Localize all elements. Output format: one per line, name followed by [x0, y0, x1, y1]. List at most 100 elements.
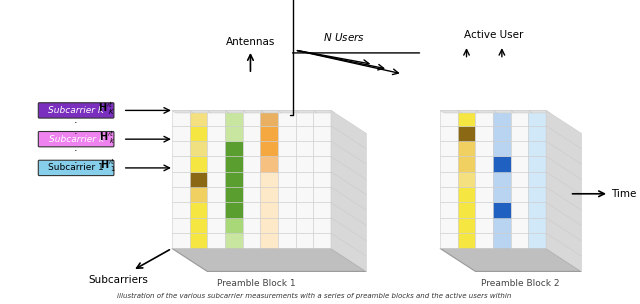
- Bar: [207, 202, 225, 218]
- Bar: [314, 187, 331, 202]
- Bar: [493, 202, 511, 218]
- Bar: [189, 110, 207, 126]
- Bar: [296, 172, 314, 187]
- Bar: [207, 233, 225, 248]
- Polygon shape: [546, 110, 581, 149]
- Bar: [458, 141, 476, 157]
- Bar: [225, 233, 243, 248]
- Bar: [172, 218, 189, 233]
- Bar: [172, 110, 189, 126]
- Bar: [225, 157, 243, 172]
- Text: Subcarrier k: Subcarrier k: [49, 135, 104, 144]
- Bar: [296, 110, 314, 126]
- Bar: [493, 233, 511, 248]
- Bar: [243, 141, 260, 157]
- Bar: [207, 187, 225, 202]
- Polygon shape: [546, 126, 581, 164]
- Bar: [189, 141, 207, 157]
- Bar: [207, 218, 225, 233]
- Polygon shape: [260, 110, 282, 113]
- Bar: [260, 187, 278, 202]
- Bar: [511, 187, 529, 202]
- Bar: [493, 218, 511, 233]
- Bar: [225, 187, 243, 202]
- Bar: [476, 126, 493, 141]
- Bar: [314, 126, 331, 141]
- Bar: [296, 126, 314, 141]
- Bar: [476, 202, 493, 218]
- Polygon shape: [331, 126, 366, 164]
- Text: illustration of the various subcarrier measurements with a series of preamble bl: illustration of the various subcarrier m…: [117, 293, 511, 299]
- Text: Active User: Active User: [465, 30, 524, 40]
- Bar: [511, 110, 529, 126]
- Polygon shape: [225, 110, 246, 113]
- Bar: [476, 157, 493, 172]
- Bar: [511, 218, 529, 233]
- FancyBboxPatch shape: [38, 160, 114, 176]
- Bar: [260, 126, 278, 141]
- Text: ·
·: · ·: [74, 118, 77, 140]
- Bar: [458, 126, 476, 141]
- Bar: [476, 141, 493, 157]
- Bar: [476, 187, 493, 202]
- Bar: [225, 202, 243, 218]
- Bar: [314, 202, 331, 218]
- Bar: [278, 187, 296, 202]
- Bar: [440, 172, 458, 187]
- Bar: [260, 157, 278, 172]
- Bar: [207, 157, 225, 172]
- Bar: [243, 233, 260, 248]
- Bar: [529, 141, 546, 157]
- Polygon shape: [511, 110, 532, 113]
- Bar: [172, 233, 189, 248]
- Bar: [207, 110, 225, 126]
- Bar: [260, 141, 278, 157]
- Polygon shape: [331, 218, 366, 256]
- Bar: [189, 233, 207, 248]
- Polygon shape: [331, 202, 366, 241]
- Bar: [476, 172, 493, 187]
- Bar: [225, 110, 243, 126]
- Bar: [278, 172, 296, 187]
- Bar: [296, 218, 314, 233]
- Bar: [296, 157, 314, 172]
- Bar: [458, 172, 476, 187]
- Polygon shape: [296, 110, 317, 113]
- Polygon shape: [172, 110, 193, 113]
- Bar: [243, 187, 260, 202]
- Bar: [278, 218, 296, 233]
- Bar: [529, 233, 546, 248]
- Bar: [278, 141, 296, 157]
- Bar: [225, 126, 243, 141]
- Bar: [458, 233, 476, 248]
- Bar: [493, 157, 511, 172]
- Polygon shape: [546, 187, 581, 225]
- Polygon shape: [458, 110, 479, 113]
- Bar: [296, 141, 314, 157]
- Polygon shape: [546, 233, 581, 271]
- Bar: [278, 126, 296, 141]
- Bar: [511, 141, 529, 157]
- Bar: [511, 202, 529, 218]
- Bar: [511, 126, 529, 141]
- Bar: [172, 157, 189, 172]
- Polygon shape: [331, 157, 366, 195]
- Polygon shape: [440, 110, 461, 113]
- Bar: [243, 218, 260, 233]
- Bar: [493, 126, 511, 141]
- Text: Subcarrier 1: Subcarrier 1: [48, 164, 104, 172]
- Bar: [260, 233, 278, 248]
- Bar: [440, 187, 458, 202]
- Bar: [440, 110, 458, 126]
- Polygon shape: [493, 110, 515, 113]
- Polygon shape: [331, 187, 366, 225]
- Bar: [189, 202, 207, 218]
- Bar: [189, 157, 207, 172]
- Polygon shape: [189, 110, 211, 113]
- Polygon shape: [331, 172, 366, 210]
- Bar: [529, 110, 546, 126]
- Polygon shape: [278, 110, 300, 113]
- Bar: [511, 157, 529, 172]
- Bar: [172, 187, 189, 202]
- Text: $\mathbf{H}'^t_K$: $\mathbf{H}'^t_K$: [99, 100, 116, 117]
